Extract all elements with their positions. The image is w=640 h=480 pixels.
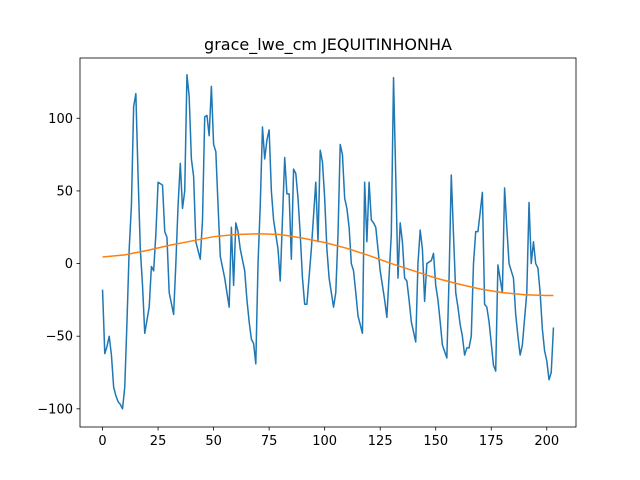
x-tick-label: 125 [368, 434, 393, 449]
x-tick-label: 75 [261, 434, 278, 449]
data-line [102, 233, 554, 297]
x-tick-label: 0 [98, 434, 106, 449]
data-line [101, 73, 555, 410]
y-tick-label: 100 [48, 112, 73, 127]
x-tick-label: 50 [205, 434, 222, 449]
y-tick-label: 0 [65, 257, 73, 272]
y-tick-label: 50 [56, 184, 73, 199]
plot-frame [79, 57, 577, 428]
x-tick-label: 175 [479, 434, 504, 449]
x-tick-label: 200 [534, 434, 559, 449]
y-tick-label: −50 [46, 330, 73, 345]
chart-title: grace_lwe_cm JEQUITINHONHA [204, 35, 452, 55]
y-tick-label: −100 [37, 402, 73, 417]
x-tick-label: 25 [150, 434, 167, 449]
x-tick-label: 150 [423, 434, 448, 449]
x-tick-label: 100 [312, 434, 337, 449]
